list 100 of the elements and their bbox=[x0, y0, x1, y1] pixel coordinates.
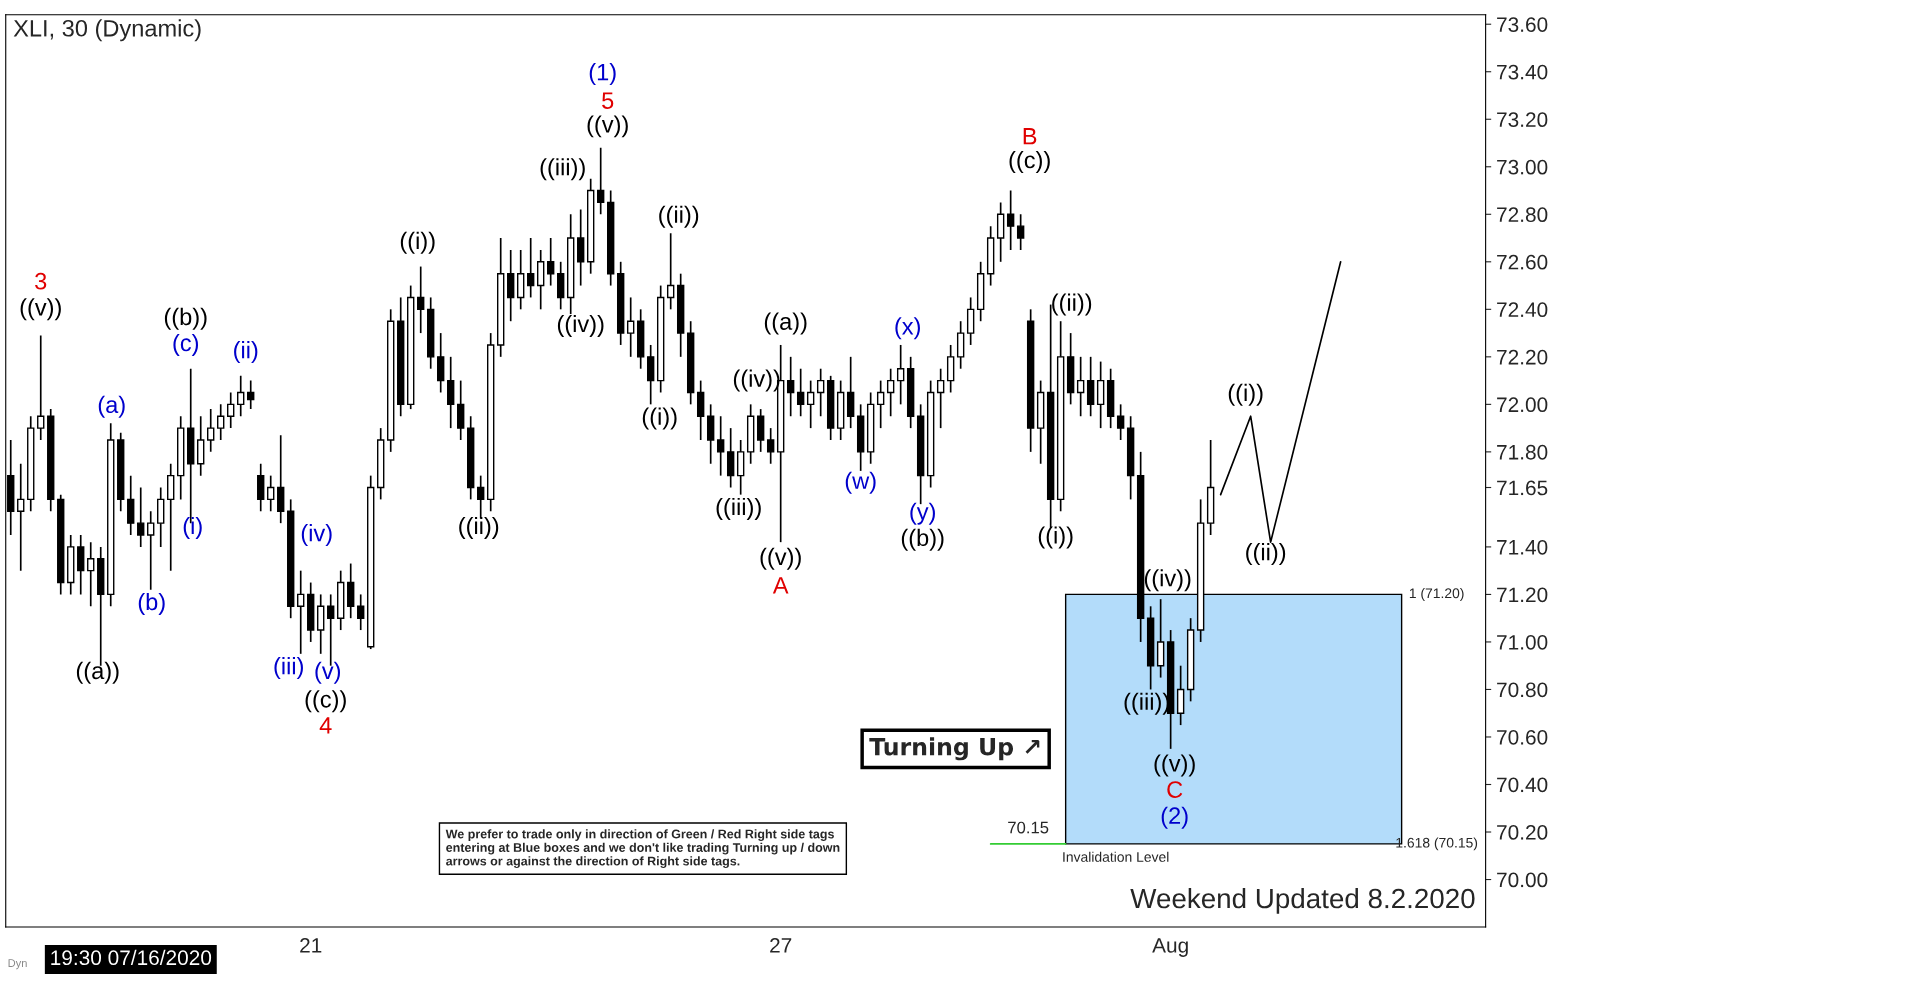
annotation: (c) bbox=[173, 333, 199, 356]
annotation: (iii) bbox=[274, 657, 303, 680]
candlestick bbox=[207, 408, 215, 453]
line-series bbox=[1219, 260, 1342, 543]
candlestick bbox=[666, 232, 675, 311]
y-tick-label: 72.40 bbox=[1497, 302, 1548, 318]
candlestick bbox=[846, 356, 855, 429]
annotation: ((v)) bbox=[587, 115, 628, 138]
annotation: ((i)) bbox=[1228, 383, 1263, 406]
candlestick bbox=[157, 486, 165, 548]
annotation: ((b)) bbox=[164, 307, 207, 330]
candlestick bbox=[257, 462, 265, 513]
candlestick bbox=[197, 415, 205, 477]
annotation: ((ii)) bbox=[1052, 293, 1092, 316]
candlestick bbox=[247, 379, 255, 410]
candlestick bbox=[1116, 403, 1125, 441]
y-tick-label: 70.60 bbox=[1497, 729, 1548, 745]
chart-title: XLI, 30 (Dynamic) bbox=[13, 19, 201, 42]
annotation: 3 bbox=[35, 272, 47, 290]
candlestick bbox=[357, 593, 365, 631]
candlestick bbox=[706, 403, 715, 465]
annotation: Invalidation Level bbox=[1063, 851, 1169, 862]
y-tick-label: 71.40 bbox=[1497, 539, 1548, 555]
y-tick-label: 72.80 bbox=[1497, 207, 1548, 223]
candlestick bbox=[297, 569, 305, 655]
candlestick bbox=[896, 344, 905, 406]
candlestick bbox=[167, 462, 175, 572]
y-tick-label: 70.80 bbox=[1497, 682, 1548, 698]
annotation: ((iii)) bbox=[540, 158, 585, 181]
candlestick bbox=[227, 391, 235, 429]
annotation: 1.618 (70.15) bbox=[1396, 837, 1478, 851]
annotation: (iv) bbox=[301, 524, 332, 547]
annotation: (2) bbox=[1161, 806, 1188, 829]
annotation: ((i)) bbox=[642, 407, 677, 430]
annotation: ((iii)) bbox=[716, 497, 761, 520]
annotation: ((ii)) bbox=[659, 205, 699, 228]
candlestick bbox=[87, 541, 95, 608]
annotation: (ii) bbox=[234, 341, 258, 364]
candlestick bbox=[556, 260, 565, 311]
candlestick bbox=[886, 367, 895, 418]
annotation: (y) bbox=[910, 502, 935, 525]
candlestick bbox=[17, 462, 25, 572]
annotation: ((ii)) bbox=[1246, 543, 1286, 566]
candlestick bbox=[37, 334, 45, 441]
candlestick bbox=[217, 403, 225, 441]
candlestick bbox=[626, 296, 635, 358]
annotation: Weekend Updated 8.2.2020 bbox=[1130, 887, 1475, 914]
candlestick bbox=[457, 379, 465, 441]
annotation: (b) bbox=[138, 592, 165, 615]
candlestick bbox=[736, 439, 745, 496]
candlestick bbox=[1086, 356, 1095, 418]
candlestick bbox=[527, 237, 535, 299]
annotation: ((c)) bbox=[1009, 151, 1050, 174]
annotation: ((iv)) bbox=[1144, 569, 1191, 592]
candlestick bbox=[946, 344, 955, 394]
annotation: (w) bbox=[845, 471, 876, 494]
y-tick-label: 73.20 bbox=[1497, 112, 1548, 128]
candlestick bbox=[137, 486, 145, 548]
candlestick bbox=[237, 375, 245, 418]
candlestick bbox=[716, 415, 725, 477]
candlestick bbox=[966, 296, 975, 346]
candlestick bbox=[726, 427, 735, 489]
annotation: (a) bbox=[98, 395, 125, 418]
candlestick bbox=[646, 344, 655, 406]
candlestick bbox=[507, 249, 515, 323]
y-tick-label: 71.80 bbox=[1497, 444, 1548, 460]
y-tick-label: 71.65 bbox=[1497, 480, 1548, 496]
candlestick bbox=[517, 249, 525, 311]
annotation: ((iv)) bbox=[557, 314, 604, 337]
candlestick bbox=[1006, 189, 1015, 251]
annotation: ((c)) bbox=[305, 690, 346, 713]
y-tick-label: 72.20 bbox=[1497, 349, 1548, 365]
annotation: (v) bbox=[315, 661, 341, 684]
candlestick bbox=[437, 332, 445, 394]
annotation: ((i)) bbox=[1038, 526, 1073, 549]
y-tick-label: 71.20 bbox=[1497, 587, 1548, 603]
candlestick bbox=[1076, 356, 1085, 418]
candlestick bbox=[127, 474, 135, 536]
candlestick bbox=[996, 201, 1005, 263]
annotation: ((a)) bbox=[76, 661, 119, 684]
candlestick bbox=[347, 562, 355, 620]
annotation: C bbox=[1167, 781, 1183, 798]
y-tick-label: 71.00 bbox=[1497, 634, 1548, 650]
candlestick bbox=[537, 249, 545, 311]
annotation: (i) bbox=[183, 516, 202, 539]
candlestick bbox=[317, 593, 325, 655]
annotation: We prefer to trade only in direction of Green / Red Right side tags entering at Blue boxes and we don't like trading Turning up / down arrows or against the direction of Right side tags. bbox=[445, 829, 840, 869]
y-tick-label: 72.00 bbox=[1497, 397, 1548, 413]
y-tick-label: 70.20 bbox=[1497, 825, 1548, 840]
candlestick bbox=[816, 367, 825, 418]
annotation: ((v)) bbox=[1154, 754, 1195, 777]
annotation: 1 (71.20) bbox=[1409, 587, 1464, 601]
candlestick bbox=[596, 146, 605, 216]
candlestick bbox=[876, 379, 885, 429]
candlestick bbox=[417, 265, 425, 334]
annotation: ((iv)) bbox=[733, 369, 780, 392]
candlestick bbox=[766, 427, 775, 465]
y-tick-label: 70.00 bbox=[1497, 872, 1548, 888]
annotation: A bbox=[772, 577, 789, 594]
candlestick bbox=[786, 356, 795, 418]
